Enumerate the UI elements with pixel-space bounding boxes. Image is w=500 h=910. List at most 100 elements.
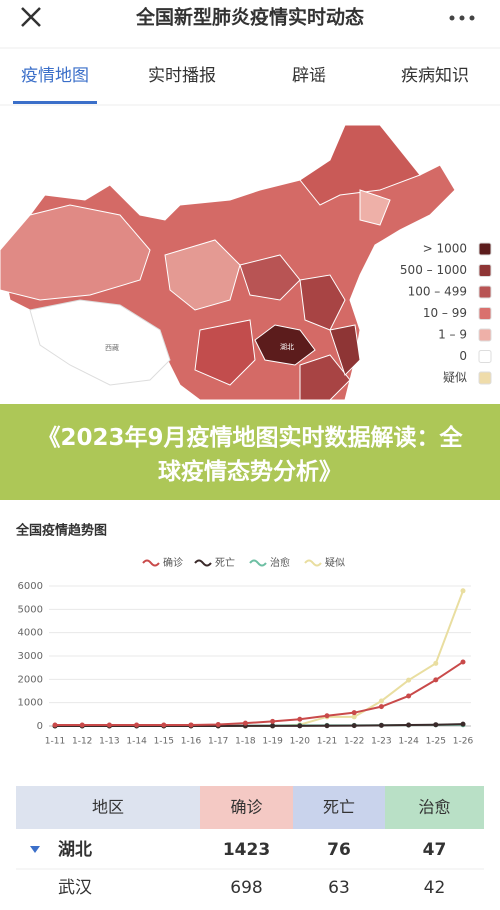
- data-point: [406, 722, 412, 728]
- x-tick-label: 1-14: [126, 737, 147, 747]
- y-tick-label: 5000: [18, 604, 43, 615]
- legend-label: 1 – 9: [438, 328, 467, 342]
- legend-label: 0: [459, 349, 467, 363]
- x-tick-label: 1-18: [235, 737, 256, 747]
- x-tick-label: 1-21: [317, 737, 337, 747]
- china-map: 湖北 西藏: [0, 124, 456, 401]
- cell-text: 1423: [223, 840, 270, 860]
- header-text: 确诊: [230, 798, 262, 817]
- line-chart: 0 1000 2000 3000 4000 5000 6000 1-11 1-12 1-13 1-1…: [18, 556, 474, 747]
- x-tick-label: 1-11: [45, 737, 65, 747]
- legend-label: 100 – 499: [408, 285, 467, 299]
- x-tick-label: 1-17: [208, 737, 228, 747]
- legend-line: [194, 559, 212, 567]
- x-tick-label: 1-13: [99, 737, 119, 747]
- data-point: [324, 723, 330, 729]
- x-tick-label: 1-22: [344, 737, 364, 747]
- data-point: [378, 698, 384, 704]
- x-tick-label: 1-25: [426, 737, 446, 747]
- data-point: [406, 693, 412, 699]
- legend-line: [249, 559, 267, 567]
- data-point: [270, 723, 276, 729]
- legend-swatch: [478, 264, 492, 277]
- data-point: [433, 677, 439, 683]
- data-point: [161, 722, 167, 728]
- data-point: [297, 723, 303, 729]
- data-point: [351, 714, 357, 720]
- y-tick-label: 6000: [18, 581, 43, 592]
- expand-icon[interactable]: [30, 846, 40, 853]
- map-label: 西藏: [105, 343, 119, 352]
- legend-label: 疑似: [325, 557, 345, 569]
- data-point: [188, 722, 194, 728]
- legend-line: [304, 559, 322, 567]
- banner-text: 《2023年9月疫情地图实时数据解读：全球疫情态势分析》: [37, 424, 463, 485]
- legend-label: 治愈: [270, 556, 290, 569]
- legend-label: > 1000: [423, 242, 467, 256]
- cell-text: 76: [327, 840, 351, 860]
- data-point: [406, 677, 412, 683]
- data-point: [351, 710, 357, 716]
- banner-line: 《2023年9月疫情地图实时数据解读：全: [37, 424, 463, 451]
- y-tick-label: 4000: [18, 628, 43, 639]
- tab[interactable]: 疾病知识: [401, 66, 469, 86]
- legend-swatch: [478, 371, 492, 385]
- x-tick-label: 1-15: [154, 737, 174, 747]
- header-bar: [0, 0, 500, 50]
- data-point: [460, 721, 466, 727]
- header-text: 死亡: [323, 798, 355, 817]
- cell-text: 698: [230, 878, 262, 898]
- data-point: [242, 720, 248, 726]
- close-icon[interactable]: [21, 7, 41, 27]
- cell-text: 42: [424, 878, 446, 898]
- header-title: 全国新型肺炎疫情实时动态: [135, 6, 364, 29]
- header-cell: [293, 786, 385, 829]
- data-point: [134, 722, 140, 728]
- series-line: [55, 661, 464, 727]
- x-tick-label: 1-12: [72, 737, 92, 747]
- legend-swatch: [478, 242, 492, 256]
- legend-line: [142, 559, 160, 567]
- data-point: [215, 722, 221, 728]
- tab[interactable]: 实时播报: [148, 66, 216, 86]
- banner-text: 《2023年9月疫情地图实时数据解读：全球疫情态势分析》: [37, 424, 463, 485]
- map-label: 湖北: [280, 342, 294, 351]
- header-text: 治愈: [418, 798, 450, 817]
- y-tick-label: 2000: [18, 674, 43, 685]
- data-point: [433, 722, 439, 728]
- data-point: [79, 722, 85, 728]
- cell-text: 47: [423, 840, 447, 860]
- data-point: [433, 660, 439, 666]
- map-legend: > 1000 500 – 1000 100 – 499 10 – 99 1 – 9 0 疑似: [400, 242, 492, 385]
- cell-text: 武汉: [58, 878, 92, 898]
- cell-text: 湖北: [58, 840, 92, 860]
- tab[interactable]: 疫情地图: [21, 66, 89, 86]
- x-tick-label: 1-24: [398, 737, 419, 747]
- y-tick-label: 1000: [18, 698, 43, 709]
- legend-label: 确诊: [163, 556, 183, 569]
- data-point: [378, 722, 384, 728]
- y-tick-label: 0: [37, 721, 43, 732]
- data-point: [270, 718, 276, 724]
- legend-swatch: [478, 328, 492, 342]
- chart-panel: [0, 500, 500, 770]
- x-tick-label: 1-20: [290, 737, 311, 747]
- tab[interactable]: 辟谣: [292, 66, 326, 86]
- more-icon[interactable]: [449, 15, 475, 21]
- data-point: [351, 723, 357, 729]
- header-cell: [200, 786, 293, 829]
- tab-indicator: [13, 101, 97, 104]
- x-tick-label: 1-19: [262, 737, 283, 747]
- data-point: [324, 713, 330, 719]
- header-cell: [16, 786, 200, 829]
- data-point: [52, 722, 58, 728]
- header-text: 地区: [92, 798, 124, 817]
- data-point: [460, 659, 466, 665]
- legend-swatch: [478, 307, 492, 320]
- data-point: [378, 704, 384, 710]
- data-point: [106, 722, 112, 728]
- header-cell: [385, 786, 484, 829]
- chart-title: 全国疫情趋势图: [15, 523, 107, 539]
